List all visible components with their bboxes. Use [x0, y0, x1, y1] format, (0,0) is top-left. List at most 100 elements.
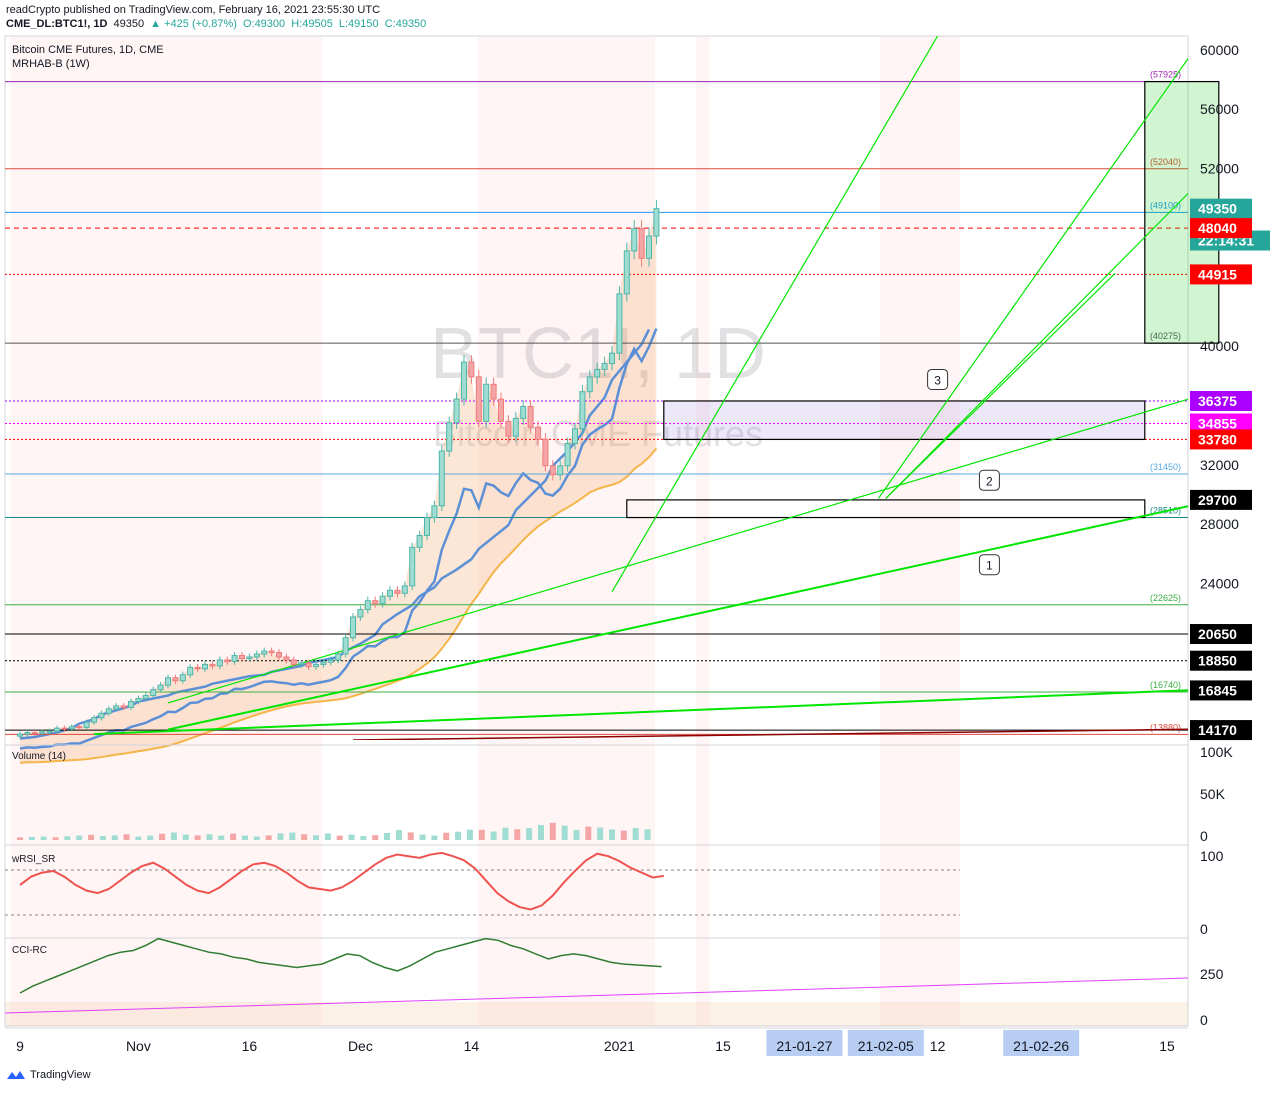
- candle-body: [39, 731, 46, 734]
- x-tick-highlight: [1003, 1030, 1080, 1056]
- volume-bar: [609, 829, 615, 840]
- rsi-title: wRSI_SR: [11, 854, 55, 865]
- candle-body: [557, 465, 564, 476]
- level-label: (52040): [1150, 157, 1181, 167]
- change: ▲ +425 (+0.87%): [150, 18, 237, 30]
- candle-body: [498, 398, 504, 422]
- candle-body: [209, 663, 216, 667]
- volume-bar: [182, 834, 189, 840]
- volume-bar: [206, 834, 213, 840]
- candle-body: [46, 730, 53, 733]
- chart-frame: [4, 35, 1189, 1027]
- volume-bar: [265, 835, 272, 840]
- x-tick-label: Dec: [348, 1038, 373, 1054]
- volume-bar: [147, 835, 154, 840]
- rsi-y-label: 100: [1200, 848, 1224, 864]
- orange-ribbon: [20, 208, 657, 763]
- candle-body: [194, 666, 201, 670]
- candle-body: [239, 655, 245, 659]
- candle-body: [409, 546, 416, 587]
- price-badge: [1190, 624, 1252, 645]
- candle-body: [290, 659, 297, 665]
- candle-body: [594, 368, 601, 378]
- x-tick-highlight: [766, 1030, 843, 1056]
- candle-body: [431, 505, 438, 519]
- price-badge: [1190, 720, 1252, 741]
- zone-box: [626, 499, 1146, 519]
- y-tick-label: 56000: [1200, 101, 1239, 117]
- candle-body: [91, 717, 97, 723]
- candle-body: [61, 727, 68, 730]
- candle-body: [76, 726, 83, 729]
- candle-body: [98, 712, 105, 719]
- candle-body: [24, 732, 31, 735]
- candle-body: [54, 727, 60, 732]
- candle-body: [638, 228, 645, 259]
- volume-y-label: 0: [1200, 828, 1208, 844]
- volume-bar: [431, 835, 438, 840]
- candle-body: [520, 406, 527, 419]
- price-badge-label: 44915: [1198, 266, 1237, 282]
- price-badge-label: 18850: [1198, 653, 1237, 669]
- candle-body: [17, 733, 23, 737]
- candle-body: [350, 616, 356, 639]
- candle-body: [387, 589, 393, 597]
- candle-body: [268, 650, 275, 654]
- price-badge-label: 20650: [1198, 626, 1237, 642]
- volume-bar: [384, 833, 391, 840]
- candle-body: [246, 656, 253, 659]
- candle-body: [475, 376, 482, 422]
- callout-box: [978, 554, 1000, 576]
- candle-body: [631, 228, 638, 252]
- callout-label: 2: [986, 474, 993, 488]
- candle-body: [542, 438, 549, 467]
- volume-bar: [76, 835, 83, 840]
- candle-body: [483, 383, 490, 422]
- candle-body: [379, 595, 386, 605]
- candle-body: [579, 391, 586, 430]
- volume-bar: [644, 829, 651, 840]
- volume-bar: [573, 829, 580, 840]
- cci-title: CCI-RC: [12, 945, 47, 956]
- level-label: (57925): [1150, 70, 1181, 80]
- volume-bar: [40, 836, 47, 840]
- x-tick-label: 15: [1159, 1038, 1175, 1054]
- volume-bar: [360, 836, 367, 840]
- volume-bar: [502, 827, 509, 840]
- volume-bar: [111, 835, 118, 840]
- candle-body: [586, 376, 593, 393]
- price-badge-label: 29700: [1198, 492, 1237, 508]
- volume-bar: [277, 833, 284, 840]
- x-tick-label: 21-02-26: [1013, 1038, 1069, 1054]
- candle-body: [187, 666, 194, 676]
- candle-body: [135, 698, 142, 702]
- volume-bar: [407, 832, 414, 840]
- volume-bar: [289, 832, 296, 840]
- volume-bar: [313, 835, 319, 840]
- session-shade: [696, 36, 710, 1026]
- price-badge: [1190, 390, 1252, 411]
- legend-title: Bitcoin CME Futures, 1D, CME: [12, 44, 164, 56]
- x-tick-label: 9: [16, 1038, 24, 1054]
- candle-body: [535, 426, 541, 440]
- price-badge-label: 16845: [1198, 682, 1237, 698]
- price-badge-label: 33780: [1198, 431, 1237, 447]
- y-tick-label: 40000: [1200, 338, 1239, 354]
- candle-body: [609, 352, 615, 365]
- candle-body: [416, 534, 423, 548]
- candle-body: [342, 637, 349, 655]
- level-label: (22625): [1150, 593, 1181, 603]
- volume-bar: [514, 829, 521, 840]
- candle-body: [298, 662, 305, 665]
- candle-body: [461, 361, 467, 400]
- price-badge: [1190, 264, 1252, 285]
- price-badge-label: 36375: [1198, 393, 1237, 409]
- tradingview-logo-icon: [7, 1071, 25, 1079]
- candle-body: [105, 708, 112, 714]
- volume-bar: [64, 836, 71, 840]
- volume-bar: [620, 830, 627, 840]
- volume-bar: [135, 836, 142, 840]
- candle-body: [623, 250, 630, 295]
- trendline: [877, 57, 1188, 499]
